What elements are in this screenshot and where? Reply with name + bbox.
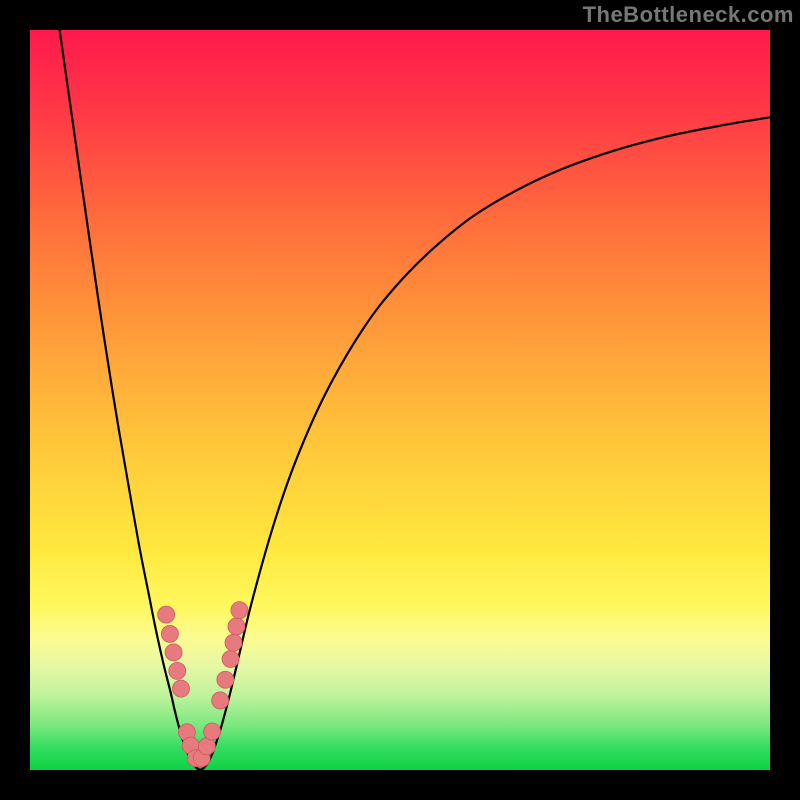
data-marker xyxy=(225,634,242,651)
watermark-text: TheBottleneck.com xyxy=(583,2,794,28)
data-marker xyxy=(158,606,175,623)
data-marker xyxy=(161,625,178,642)
data-marker xyxy=(165,644,182,661)
data-marker xyxy=(212,692,229,709)
data-marker xyxy=(231,602,248,619)
data-marker xyxy=(217,671,234,688)
chart-container: { "watermark": { "text": "TheBottleneck.… xyxy=(0,0,800,800)
data-marker xyxy=(204,723,221,740)
data-marker xyxy=(169,662,186,679)
data-marker xyxy=(172,680,189,697)
data-marker xyxy=(228,618,245,635)
bottleneck-curve-chart xyxy=(0,0,800,800)
plot-background xyxy=(30,30,770,770)
data-marker xyxy=(222,651,239,668)
